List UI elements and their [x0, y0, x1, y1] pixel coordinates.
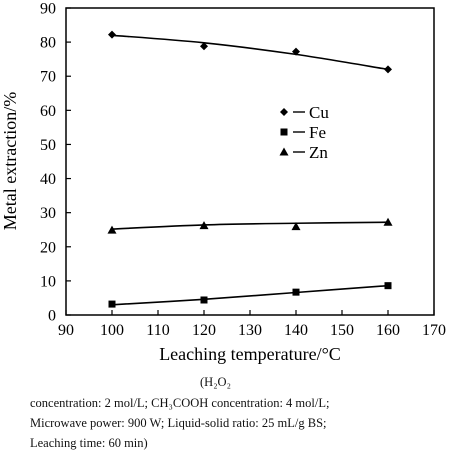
fe-point [200, 296, 208, 304]
y-tick-label: 0 [48, 308, 56, 325]
x-tick-label: 100 [100, 322, 124, 339]
cu-fit-line [111, 34, 389, 71]
caption-body: concentration: 2 mol/L; CH₃COOH concentr… [30, 393, 440, 453]
fe-point [108, 300, 116, 308]
cu-legend-marker [280, 108, 288, 116]
fe-point [384, 282, 392, 290]
y-tick-label: 10 [40, 273, 56, 290]
x-tick-label: 160 [376, 322, 400, 339]
y-tick-label: 70 [40, 69, 56, 86]
y-tick-label: 40 [40, 171, 56, 188]
caption-line-3: Microwave power: 900 W; Liquid-solid rat… [30, 416, 327, 430]
fe-fit-line [111, 284, 389, 306]
caption-line-4: Leaching time: 60 min) [30, 436, 148, 450]
x-tick-label: 150 [330, 322, 354, 339]
data-points [107, 30, 393, 308]
x-tick-label: 170 [422, 322, 446, 339]
zn-legend-label: Zn [309, 143, 328, 162]
x-tick-label: 130 [238, 322, 262, 339]
y-tick-label: 30 [40, 205, 56, 222]
y-axis-label: Metal extraction/% [0, 92, 20, 230]
zn-fit-line [111, 221, 389, 230]
cu-point [200, 42, 208, 51]
x-axis-label: Leaching temperature/°C [159, 344, 341, 364]
y-tick-label: 20 [40, 239, 56, 256]
y-axis-ticks: 0 10 20 30 40 50 60 70 80 90 [40, 1, 71, 325]
y-tick-label: 50 [40, 137, 56, 154]
x-tick-label: 90 [58, 322, 74, 339]
fe-point [292, 288, 300, 296]
x-tick-label: 120 [192, 322, 216, 339]
zn-point [107, 225, 117, 234]
x-axis-ticks: 90 100 110 120 130 140 150 160 170 [58, 310, 446, 339]
caption-line-1: (H₂O₂ [200, 375, 231, 389]
fe-legend-label: Fe [309, 123, 326, 142]
y-tick-label: 80 [40, 35, 56, 52]
chart: 90 100 110 120 130 140 150 160 170 0 10 20 30 40 50 60… [0, 1, 446, 365]
y-tick-label: 90 [40, 1, 56, 18]
plot-frame [65, 7, 435, 316]
caption-line-2: concentration: 2 mol/L; CH₃COOH concentr… [30, 396, 330, 410]
cu-legend-label: Cu [309, 103, 329, 122]
zn-point [199, 221, 209, 230]
x-tick-label: 140 [284, 322, 308, 339]
zn-point [383, 217, 393, 226]
x-tick-label: 110 [146, 322, 169, 339]
zn-legend-marker [279, 147, 289, 156]
y-tick-label: 60 [40, 103, 56, 120]
cu-point [384, 65, 392, 74]
zn-point [291, 222, 301, 231]
cu-point [292, 47, 300, 56]
cu-point [108, 30, 116, 39]
fe-legend-marker [280, 128, 288, 136]
fit-lines [111, 34, 389, 306]
